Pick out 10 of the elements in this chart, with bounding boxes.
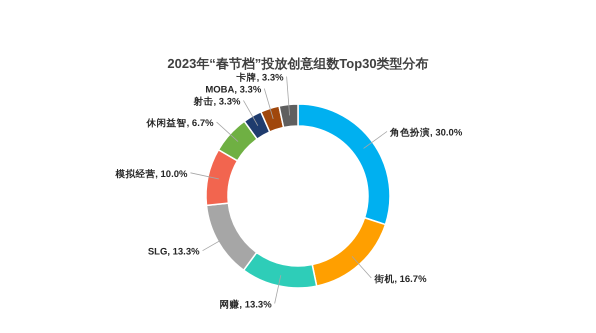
slice-label: 射击, 3.3% [192, 95, 241, 108]
slice-label: MOBA, 3.3% [205, 84, 262, 96]
slice-label: 网赚, 13.3% [219, 298, 272, 310]
slice-label: 卡牌, 3.3% [236, 71, 284, 84]
slice-label: 模拟经营, 10.0% [114, 168, 188, 180]
slice-label: SLG, 13.3% [148, 246, 200, 258]
slice-label: 休闲益智, 6.7% [146, 117, 214, 130]
chart-title: 2023年“春节档”投放创意组数Top30类型分布 [167, 56, 429, 71]
slice-label: 街机, 16.7% [373, 273, 428, 285]
slice-label: 角色扮演, 30.0% [389, 126, 463, 138]
